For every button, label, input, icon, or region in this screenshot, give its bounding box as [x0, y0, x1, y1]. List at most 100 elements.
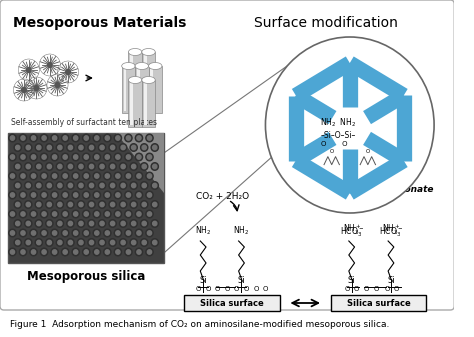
Circle shape [51, 134, 58, 142]
Circle shape [105, 250, 109, 254]
Circle shape [9, 248, 16, 256]
Circle shape [79, 145, 83, 150]
Circle shape [116, 136, 120, 140]
Circle shape [31, 174, 36, 178]
FancyBboxPatch shape [122, 66, 135, 113]
Circle shape [67, 182, 74, 189]
Circle shape [62, 134, 69, 142]
Circle shape [137, 212, 141, 216]
Circle shape [93, 248, 100, 256]
Circle shape [109, 144, 116, 151]
Circle shape [21, 193, 25, 197]
Circle shape [82, 229, 90, 237]
Circle shape [84, 250, 88, 254]
Circle shape [130, 144, 137, 151]
Circle shape [63, 193, 67, 197]
Circle shape [125, 153, 132, 161]
Circle shape [62, 191, 69, 199]
Circle shape [63, 212, 67, 216]
Circle shape [126, 250, 130, 254]
Circle shape [14, 239, 21, 246]
Circle shape [67, 220, 74, 227]
Circle shape [132, 221, 136, 226]
Circle shape [58, 221, 62, 226]
Circle shape [9, 134, 16, 142]
Circle shape [42, 212, 46, 216]
Circle shape [56, 182, 64, 189]
Circle shape [53, 250, 57, 254]
Circle shape [93, 172, 100, 180]
Circle shape [121, 164, 125, 169]
FancyBboxPatch shape [130, 54, 133, 97]
Circle shape [14, 144, 21, 151]
Circle shape [62, 172, 69, 180]
Circle shape [19, 210, 27, 218]
Circle shape [10, 212, 15, 216]
Circle shape [90, 164, 94, 169]
Circle shape [146, 134, 153, 142]
Circle shape [36, 164, 41, 169]
Circle shape [119, 201, 127, 208]
Circle shape [151, 201, 158, 208]
Text: NH$_2$: NH$_2$ [195, 224, 211, 237]
Circle shape [25, 163, 32, 170]
Circle shape [93, 153, 100, 161]
Circle shape [82, 210, 90, 218]
Text: O: O [344, 286, 350, 292]
Circle shape [56, 239, 64, 246]
Ellipse shape [142, 49, 155, 56]
Circle shape [19, 191, 27, 199]
Circle shape [104, 210, 111, 218]
Circle shape [35, 144, 43, 151]
Circle shape [130, 220, 137, 227]
Circle shape [31, 231, 36, 235]
Circle shape [30, 153, 37, 161]
Circle shape [21, 136, 25, 140]
Circle shape [142, 202, 146, 207]
Circle shape [72, 172, 79, 180]
Circle shape [110, 183, 115, 188]
Circle shape [126, 212, 130, 216]
Circle shape [90, 183, 94, 188]
Polygon shape [116, 133, 164, 193]
Circle shape [79, 240, 83, 245]
Circle shape [79, 202, 83, 207]
Circle shape [100, 145, 104, 150]
Circle shape [34, 86, 39, 90]
Text: O: O [384, 286, 390, 292]
Text: –Si–O–Si–: –Si–O–Si– [320, 131, 356, 141]
Circle shape [135, 210, 143, 218]
Circle shape [121, 221, 125, 226]
Circle shape [100, 183, 104, 188]
Circle shape [21, 231, 25, 235]
Circle shape [137, 250, 141, 254]
Circle shape [63, 136, 67, 140]
Circle shape [82, 134, 90, 142]
Circle shape [84, 212, 88, 216]
Circle shape [99, 239, 106, 246]
Circle shape [46, 163, 53, 170]
Text: NH$_2$  NH$_2$: NH$_2$ NH$_2$ [320, 117, 356, 129]
Circle shape [16, 221, 20, 226]
Circle shape [63, 231, 67, 235]
Circle shape [132, 240, 136, 245]
FancyBboxPatch shape [142, 52, 155, 99]
Circle shape [51, 229, 58, 237]
Circle shape [114, 248, 121, 256]
Circle shape [47, 63, 52, 67]
Circle shape [58, 240, 62, 245]
Circle shape [47, 164, 52, 169]
Circle shape [105, 136, 109, 140]
Text: Figure 1  Adsorption mechanism of CO₂ on aminosilane-modified mesoporous silica.: Figure 1 Adsorption mechanism of CO₂ on … [9, 320, 389, 329]
Circle shape [84, 231, 88, 235]
Circle shape [51, 248, 58, 256]
Circle shape [25, 220, 32, 227]
Ellipse shape [122, 62, 135, 69]
Circle shape [72, 229, 79, 237]
FancyBboxPatch shape [144, 54, 146, 97]
Bar [184, 295, 280, 311]
Circle shape [42, 250, 46, 254]
Circle shape [53, 212, 57, 216]
Circle shape [142, 183, 146, 188]
Circle shape [14, 182, 21, 189]
